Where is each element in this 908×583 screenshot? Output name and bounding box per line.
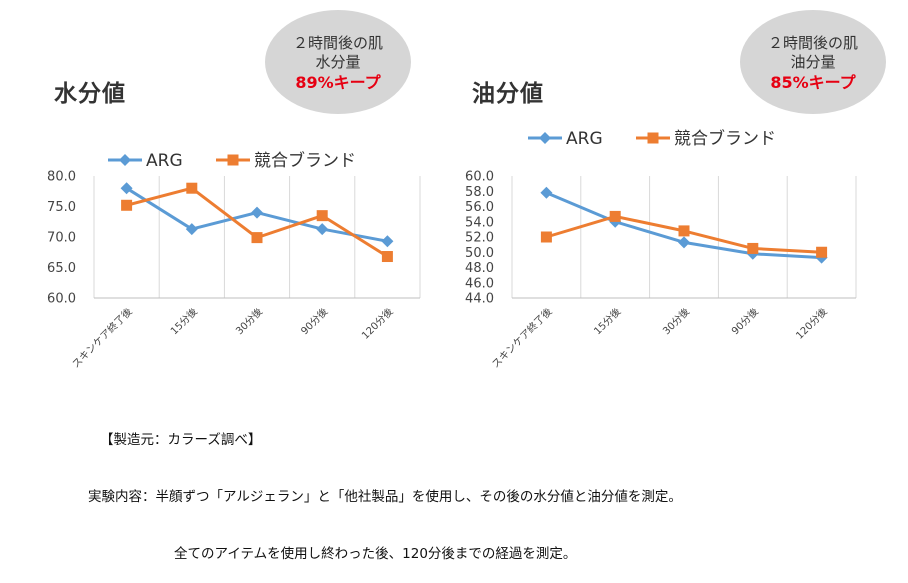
y-tick-label: 44.0 [465,292,494,307]
x-tick-label: 30分後 [233,305,265,337]
badge-highlight: 89%キープ [295,73,381,92]
source-note: 【製造元：カラーズ調べ】 [100,432,262,448]
data-point [186,182,198,194]
y-tick-label: 75.0 [47,200,76,215]
data-point [678,236,690,249]
data-point [121,199,133,211]
result-badge: ２時間後の肌 水分量 89%キープ [265,10,411,114]
y-tick-label: 56.0 [465,200,494,215]
y-tick-label: 52.0 [465,231,494,246]
y-tick-label: 60.0 [47,292,76,307]
legend-label: ARG [146,151,183,171]
legend-marker [227,154,239,166]
notes: 【製造元：カラーズ調べ】 実験内容：半顔ずつ「アルジェラン」と「他社製品」を使用… [88,393,682,583]
badge-line-2: 油分量 [790,53,836,71]
badge-highlight: 85%キープ [770,73,856,92]
data-point [540,231,552,243]
badge-line-2: 水分量 [315,53,361,71]
legend-marker [119,154,131,166]
x-tick-label: 90分後 [298,305,330,337]
chart-title: 油分値 [472,81,544,107]
x-tick-label: 15分後 [591,305,623,337]
x-tick-label: 120分後 [793,305,830,342]
method-note: 実験内容：半顔ずつ「アルジェラン」と「他社製品」を使用し、その後の水分値と油分値… [88,489,682,505]
data-point [185,223,198,236]
x-tick-label: 90分後 [729,305,761,337]
data-point [316,223,329,236]
result-badge: ２時間後の肌 油分量 85%キープ [740,10,886,114]
y-tick-label: 70.0 [47,231,76,246]
legend-label: 競合ブランド [674,128,776,149]
legend-marker [539,132,551,144]
y-tick-label: 48.0 [465,261,494,276]
legend-label: ARG [566,129,603,149]
data-point [251,232,263,244]
data-point [747,242,759,254]
data-point [120,182,133,195]
y-tick-label: 58.0 [465,185,494,200]
badge-line-1: ２時間後の肌 [292,34,383,52]
method-note-2: 全てのアイテムを使用し終わった後、120分後までの経過を測定。 [174,546,577,562]
data-point [381,235,394,248]
y-tick-label: 46.0 [465,276,494,291]
y-tick-label: 60.0 [465,170,494,185]
data-point [251,206,263,219]
series-line [126,186,389,258]
x-tick-label: 120分後 [359,305,396,342]
oil-panel: 油分値 ２時間後の肌 油分量 85%キープ 44.0 46.0 48.0 50.0 52… [454,0,908,400]
oil-chart: 44.046.048.050.052.054.056.058.060.0 スキンケ… [465,128,857,371]
data-point [540,186,553,199]
x-tick-label: スキンケア終了後 [489,305,555,371]
y-tick-label: 50.0 [465,246,494,261]
y-tick-label: 65.0 [47,261,76,276]
data-point [678,225,690,237]
y-tick-label: 80.0 [47,170,76,185]
data-point [316,210,328,222]
moisture-chart: 60.0 65.0 70.0 75.0 80.0 スキンケア終了後 15分後 30分後 90分後… [47,150,421,371]
data-point [816,246,828,258]
badge-line-1: ２時間後の肌 [767,34,858,52]
x-tick-label: スキンケア終了後 [69,305,135,371]
moisture-panel: 水分値 ２時間後の肌 水分量 89%キープ 60.0 65.0 70.0 75.0 80… [0,0,454,400]
x-tick-label: 15分後 [168,305,200,337]
x-tick-label: 30分後 [660,305,692,337]
legend-label: 競合ブランド [254,150,356,171]
chart-title: 水分値 [54,81,126,107]
data-point [609,210,621,222]
data-point [381,251,393,263]
legend-marker [647,132,659,144]
y-tick-label: 54.0 [465,215,494,230]
